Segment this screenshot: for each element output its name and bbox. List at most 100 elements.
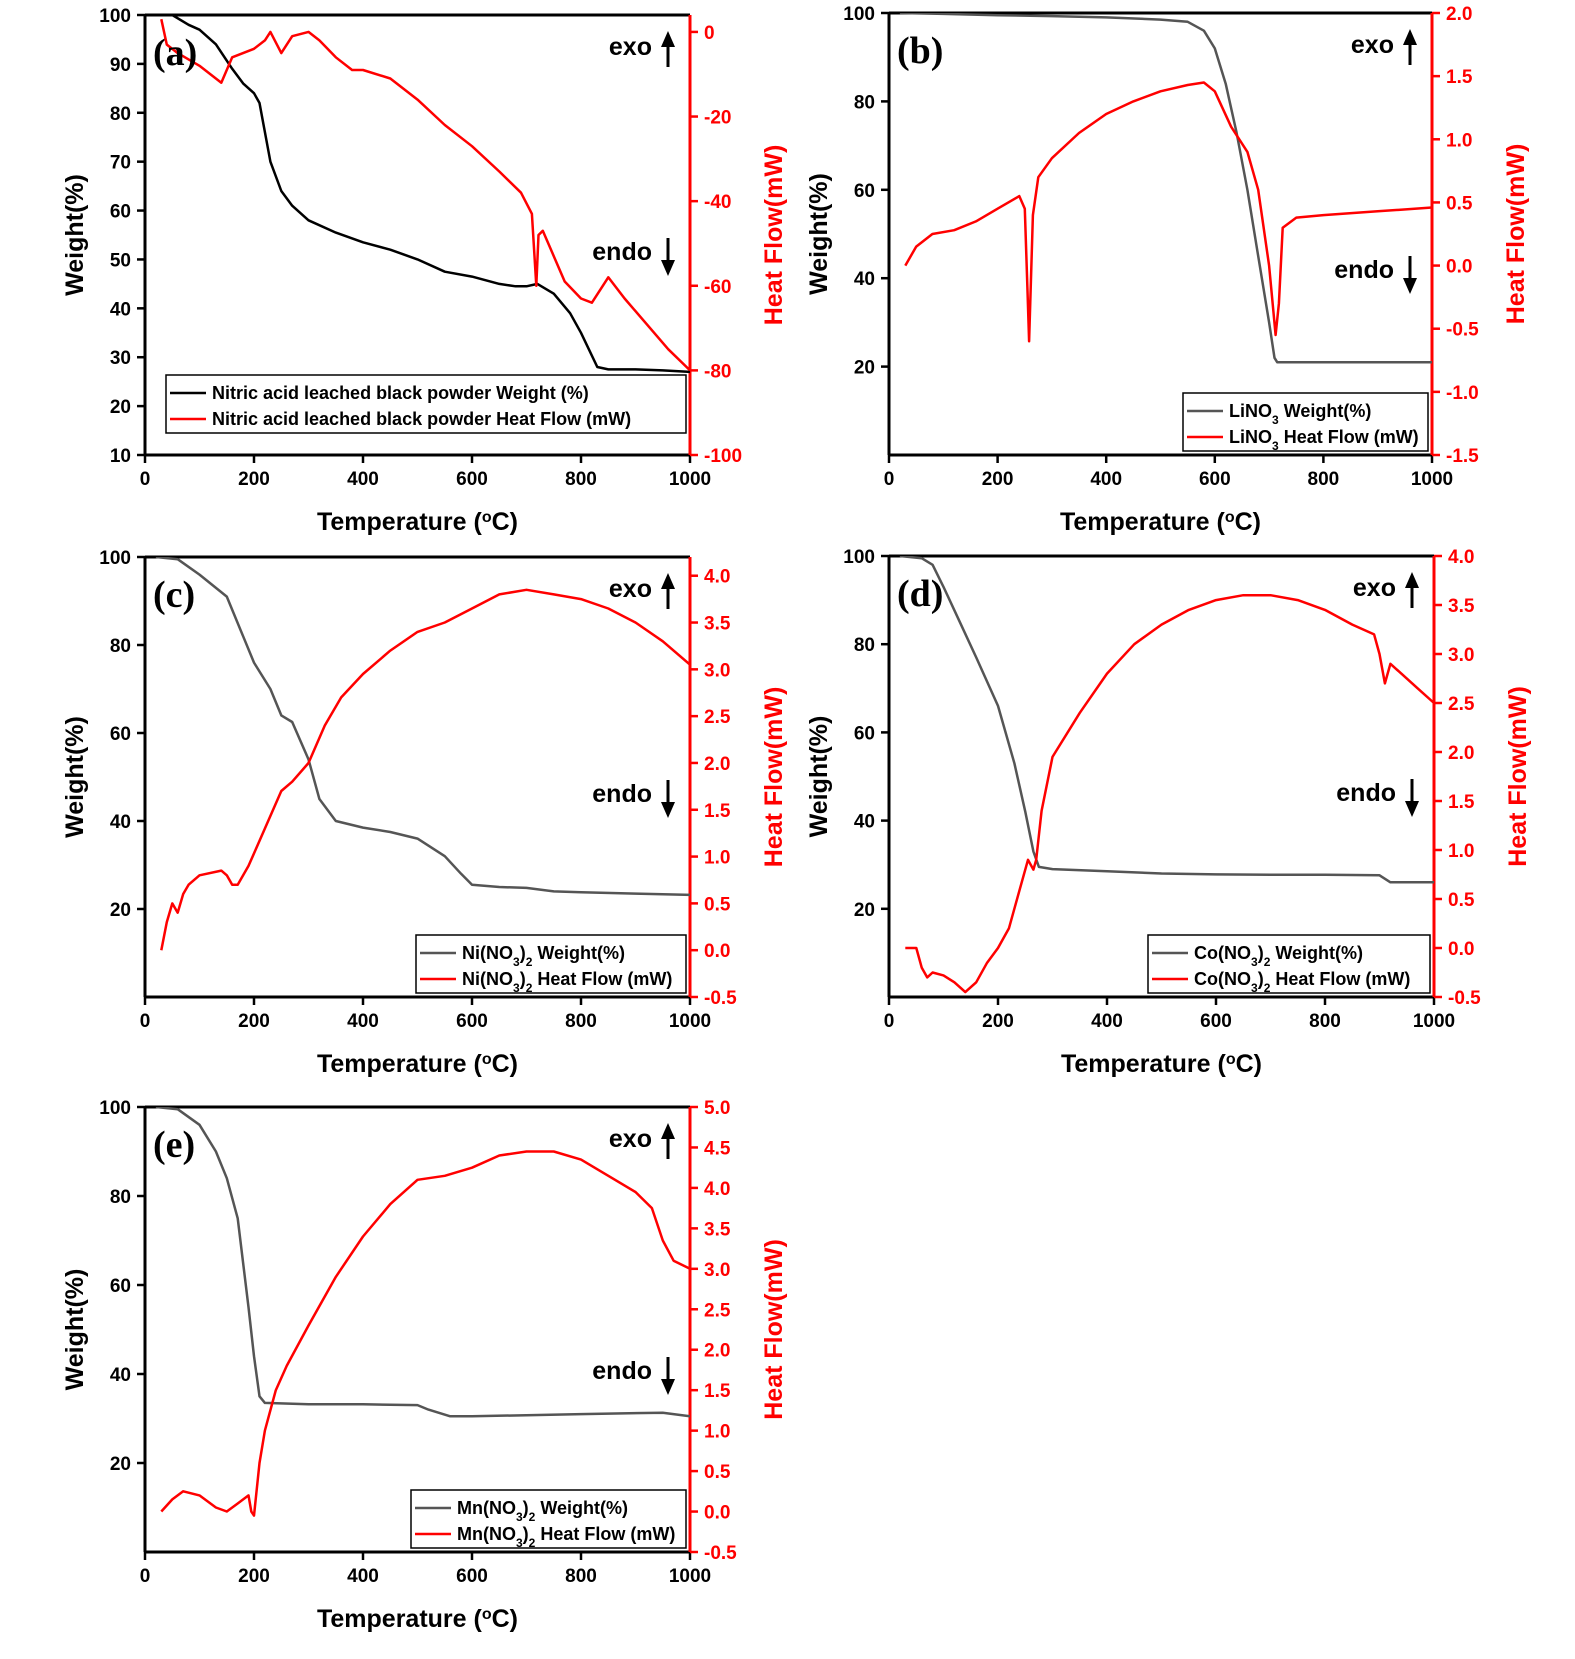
exo-arrow-head-icon — [661, 1123, 675, 1139]
chart-panel-1: 0 200 400 600 800 10001020304050607080901000-… — [61, 6, 788, 536]
y2-tick-label: 3.5 — [1448, 596, 1475, 617]
y-axis-title: Weight(%) — [61, 174, 89, 296]
y-tick-label: 30 — [110, 348, 131, 369]
x-tick-label: 600 — [1199, 469, 1231, 490]
endo-label: endo — [592, 780, 652, 808]
y2-tick-label: 1.0 — [704, 1422, 730, 1443]
y-tick-label: 100 — [99, 1098, 131, 1119]
panel-label: (a) — [153, 32, 197, 74]
y-tick-label: 20 — [110, 397, 131, 418]
x-tick-label: 400 — [347, 1011, 379, 1032]
x-tick-label: 800 — [565, 469, 597, 490]
y-tick-label: 60 — [110, 724, 131, 745]
y2-tick-label: 3.5 — [704, 614, 731, 635]
x-tick-label: 400 — [347, 1566, 379, 1587]
x-tick-label: 1000 — [1413, 1011, 1455, 1032]
y-tick-label: 50 — [110, 250, 131, 271]
heat-flow-series-line — [160, 588, 690, 951]
legend: Ni(NO3)2 Weight(%)Ni(NO3)2 Heat Flow (mW… — [415, 934, 687, 995]
endo-label: endo — [1336, 779, 1396, 807]
y2-axis-title: Heat Flow(mW) — [760, 145, 788, 326]
y-tick-label: 20 — [854, 900, 875, 921]
x-tick-label: 200 — [982, 469, 1014, 490]
endo-arrow-head-icon — [1403, 278, 1417, 294]
x-tick-label: 1000 — [1411, 469, 1453, 490]
y2-tick-label: -1.5 — [1446, 446, 1479, 467]
legend: Co(NO3)2 Weight(%)Co(NO3)2 Heat Flow (mW… — [1147, 934, 1431, 995]
heat-flow-series-line — [904, 81, 1432, 343]
x-axis-title: Temperature (oC) — [1060, 508, 1261, 536]
x-tick-label: 0 — [140, 1011, 151, 1032]
endo-arrow-head-icon — [661, 1379, 675, 1395]
y-tick-label: 60 — [854, 181, 875, 202]
x-tick-label: 800 — [1309, 1011, 1341, 1032]
y2-tick-label: 2.5 — [1448, 694, 1475, 715]
x-axis-title: Temperature (oC) — [317, 508, 518, 536]
x-tick-label: 400 — [1091, 1011, 1123, 1032]
chart-panel-3: 0 200 400 600 800 1000 20 40 60 80 100 -0.5 0.0 0.5 1.… — [61, 548, 788, 1078]
x-axis-title: Temperature (oC) — [317, 1605, 518, 1633]
y2-tick-label: 2.0 — [704, 754, 730, 775]
x-tick-label: 400 — [347, 469, 379, 490]
x-tick-label: 600 — [456, 1566, 488, 1587]
exo-arrow-head-icon — [1405, 572, 1419, 588]
x-tick-label: 800 — [565, 1566, 597, 1587]
y2-tick-label: 0 — [704, 23, 715, 44]
x-tick-label: 1000 — [669, 1566, 711, 1587]
y-axis-title: Weight(%) — [61, 1269, 89, 1391]
y2-tick-label: 4.0 — [704, 1179, 730, 1200]
legend-entry: Nitric acid leached black powder Weight … — [212, 383, 589, 403]
y2-tick-label: -0.5 — [1446, 320, 1479, 341]
x-tick-label: 1000 — [669, 469, 711, 490]
y2-tick-label: 1.5 — [704, 801, 731, 822]
heat-flow-series-line — [905, 593, 1434, 994]
y-tick-label: 70 — [110, 153, 131, 174]
weight-series-line — [155, 1107, 690, 1418]
y-axis-title: Weight(%) — [805, 173, 833, 295]
y2-tick-label: 3.5 — [704, 1219, 731, 1240]
y2-tick-label: 4.5 — [704, 1138, 731, 1159]
panel-label: (b) — [897, 30, 943, 72]
weight-series-line — [899, 13, 1432, 364]
y-tick-label: 80 — [110, 636, 131, 657]
x-tick-label: 200 — [238, 1566, 270, 1587]
y2-tick-label: 2.5 — [704, 707, 731, 728]
x-tick-label: 200 — [238, 469, 270, 490]
exo-label: exo — [609, 1125, 652, 1153]
degree-sup: o — [1225, 509, 1235, 526]
y-tick-label: 100 — [99, 6, 131, 27]
y2-tick-label: 3.0 — [704, 1260, 730, 1281]
y-tick-label: 80 — [110, 104, 131, 125]
degree-sup: o — [482, 1606, 492, 1623]
y-tick-label: 80 — [110, 1187, 131, 1208]
x-tick-label: 600 — [1200, 1011, 1232, 1032]
x-axis-title: Temperature (oC) — [317, 1050, 518, 1078]
weight-series-line — [899, 556, 1434, 884]
x-tick-label: 200 — [238, 1011, 270, 1032]
y2-tick-label: 3.0 — [704, 660, 730, 681]
x-tick-label: 400 — [1090, 469, 1122, 490]
legend-box — [165, 374, 687, 434]
y-tick-label: 20 — [110, 1454, 131, 1475]
y2-tick-label: -80 — [704, 361, 731, 382]
y2-tick-label: -0.5 — [704, 1543, 737, 1564]
y2-tick-label: 1.0 — [704, 848, 730, 869]
y2-tick-label: 2.5 — [704, 1300, 731, 1321]
panel-label: (d) — [897, 573, 943, 615]
y2-axis-title: Heat Flow(mW) — [760, 1239, 788, 1420]
x-tick-label: 0 — [140, 469, 151, 490]
legend: Nitric acid leached black powder Weight … — [165, 374, 687, 434]
exo-arrow-head-icon — [1403, 29, 1417, 45]
x-tick-label: 0 — [140, 1566, 151, 1587]
y2-tick-label: 2.0 — [704, 1341, 730, 1362]
y2-tick-label: 1.0 — [1446, 130, 1472, 151]
panel-label: (e) — [153, 1124, 195, 1166]
y2-tick-label: 2.0 — [1446, 4, 1472, 25]
y-tick-label: 20 — [854, 358, 875, 379]
y2-tick-label: 1.5 — [704, 1381, 731, 1402]
y2-tick-label: 4.0 — [704, 567, 730, 588]
legend-box — [410, 1489, 687, 1549]
y2-tick-label: -1.0 — [1446, 383, 1479, 404]
y-tick-label: 40 — [110, 299, 131, 320]
endo-arrow-head-icon — [661, 260, 675, 276]
